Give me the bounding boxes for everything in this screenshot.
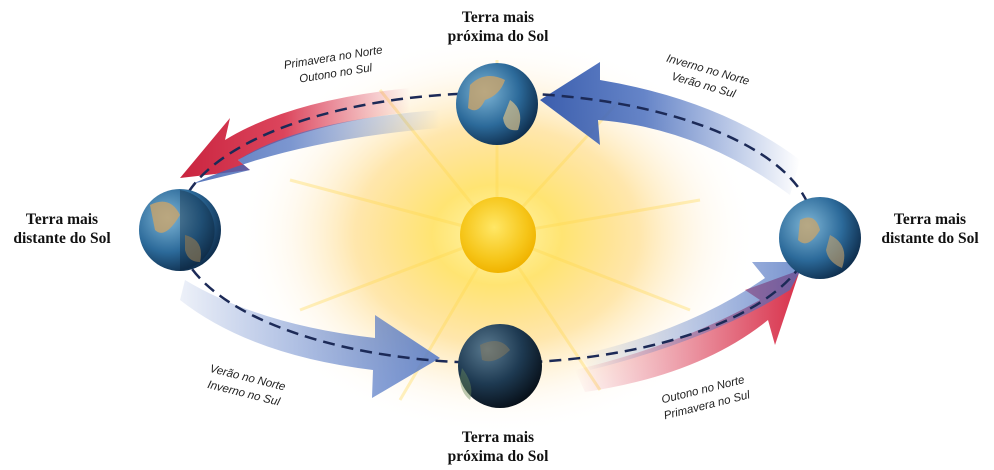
earth-icon xyxy=(139,189,221,271)
earth-icon xyxy=(458,324,542,408)
orbit-arrow-icon xyxy=(580,262,805,370)
label-top-nearest: Terra mais próxima do Sol xyxy=(447,9,549,45)
label-right-farthest: Terra mais distante do Sol xyxy=(881,211,979,247)
orbit-arrow-icon xyxy=(192,110,440,184)
label-bottom-nearest: Terra mais próxima do Sol xyxy=(447,429,549,465)
orbit-arrow-icon xyxy=(575,270,800,392)
orbit-arrow-icon xyxy=(540,62,800,195)
earth-icon xyxy=(779,197,861,279)
sun-icon xyxy=(460,197,536,273)
earth-icon xyxy=(456,63,538,145)
orbit-arrow-icon xyxy=(180,88,410,178)
label-left-farthest: Terra mais distante do Sol xyxy=(13,211,111,247)
